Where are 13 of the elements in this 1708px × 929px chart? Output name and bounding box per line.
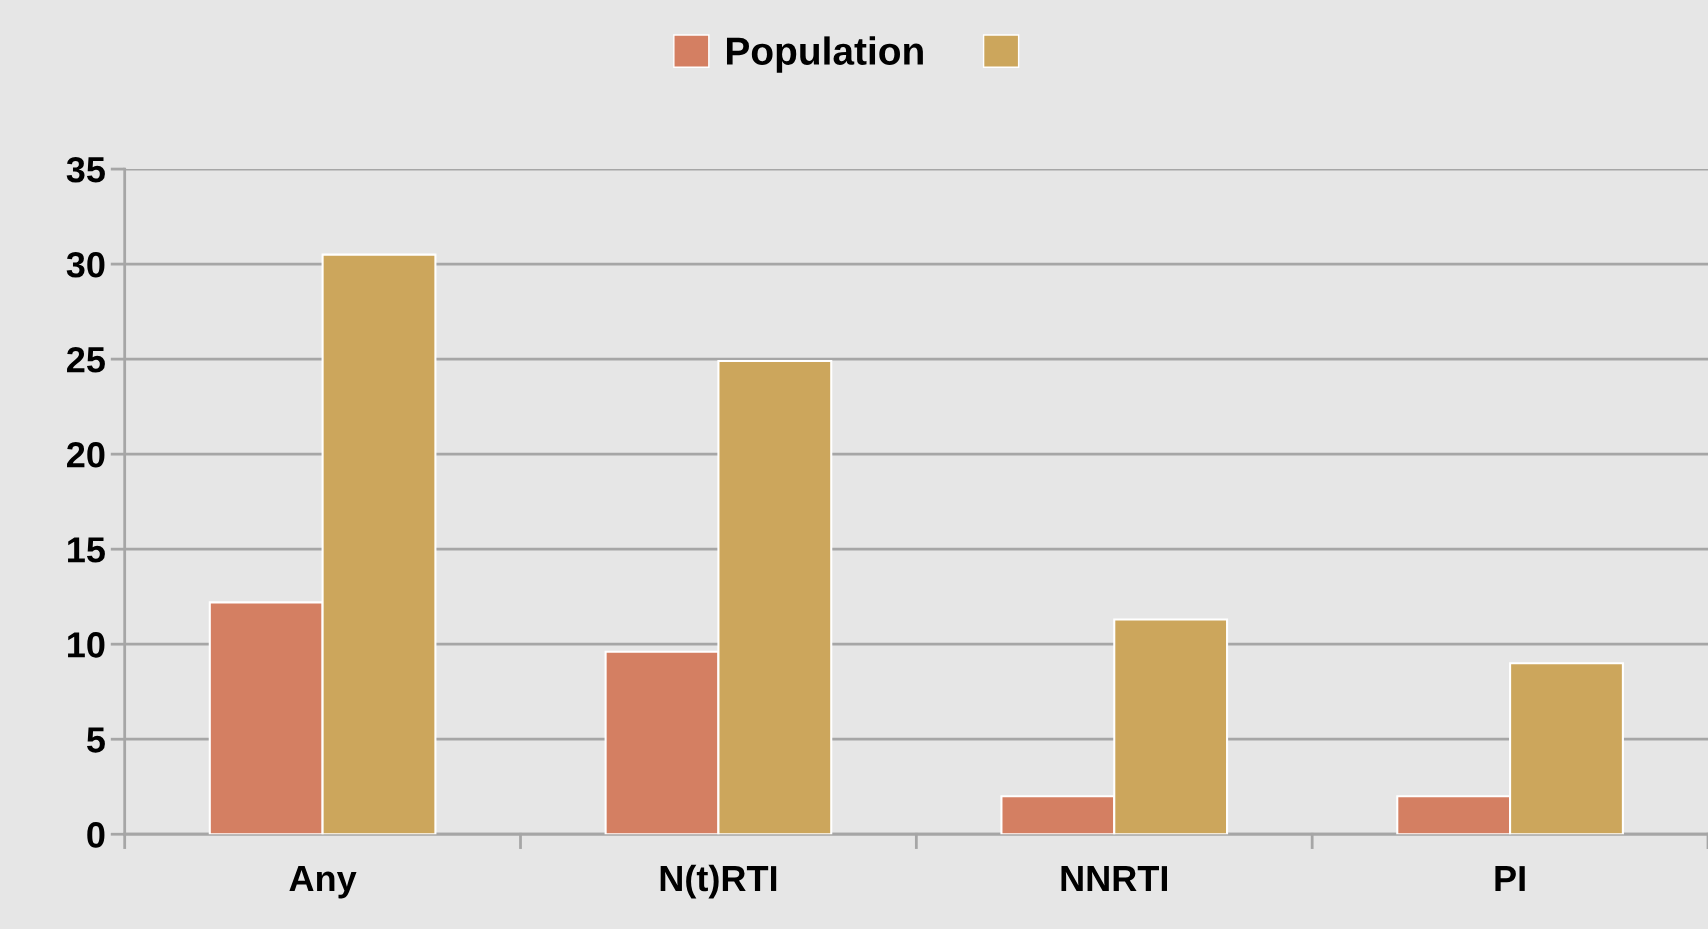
- y-tick-label: 25: [67, 346, 105, 373]
- y-tick-label: 5: [86, 727, 105, 753]
- x-tick-label: N(t)RTI: [660, 864, 777, 899]
- y-tick-label: 10: [68, 632, 105, 658]
- y-tick-label: 15: [68, 537, 105, 563]
- x-tick-label: Any: [289, 866, 357, 899]
- legend-label: Population: [726, 36, 923, 73]
- y-tick-label: 35: [66, 156, 105, 183]
- x-tick-label: NNRTI: [1061, 866, 1167, 891]
- y-tick-label: 0: [87, 822, 105, 848]
- x-tick-label: PI: [1495, 866, 1525, 891]
- y-tick-label: 30: [66, 251, 105, 278]
- y-tick-label: 20: [67, 442, 105, 468]
